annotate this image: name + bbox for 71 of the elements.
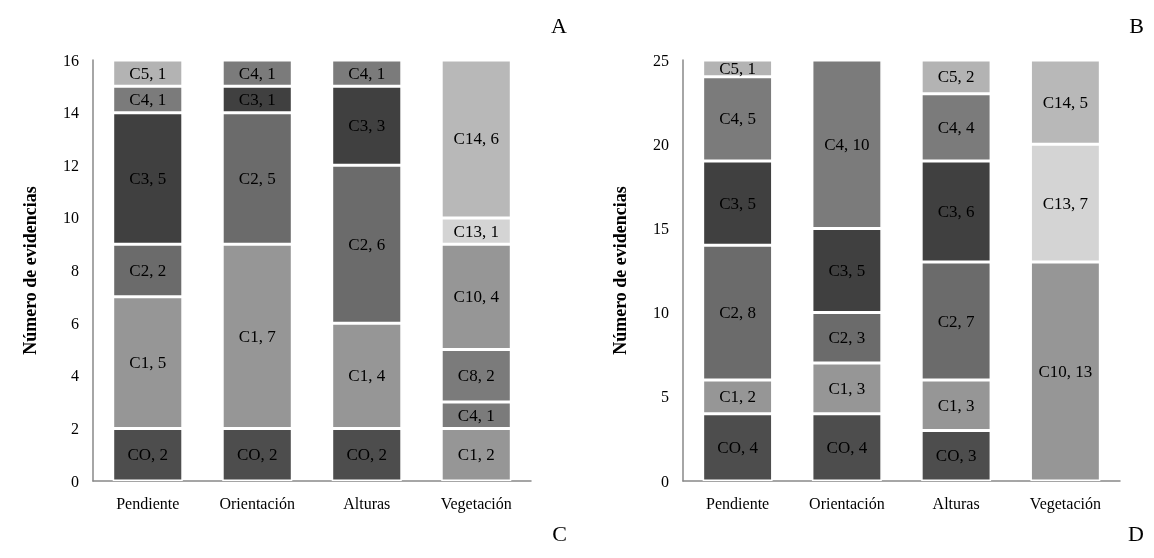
x-tick-label: Orientación [219,494,296,512]
data-label: C4, 1 [457,405,495,425]
y-tick-label: 10 [653,304,669,322]
x-tick-label: Alturas [343,494,391,512]
data-label: C1, 5 [129,353,167,373]
data-label: C4, 1 [348,63,386,83]
y-tick-label: 10 [63,209,79,227]
y-tick-label: 15 [653,219,669,237]
data-label: C3, 6 [937,202,975,222]
y-tick-label: 25 [653,51,669,69]
y-tick-label: 0 [661,472,669,490]
data-label: C1, 3 [828,378,866,398]
data-label: C14, 6 [453,129,499,149]
data-label: CO, 2 [236,445,278,465]
data-label: C2, 3 [828,328,866,348]
data-label: CO, 2 [127,445,169,465]
data-label: C3, 1 [238,89,276,109]
data-label: C4, 4 [937,117,976,137]
data-label: C4, 1 [129,89,167,109]
data-label: C5, 2 [937,67,975,87]
y-tick-label: 5 [661,388,669,406]
data-label: C13, 7 [1042,193,1089,213]
data-label: C2, 2 [129,261,167,280]
y-axis-title: Número de evidencias [610,186,630,355]
x-tick-label: Orientación [809,494,885,512]
y-tick-label: 4 [71,367,79,385]
data-label: CO, 2 [346,445,388,465]
x-tick-label: Pendiente [116,494,180,512]
data-label: C10, 4 [453,287,500,307]
text: A [551,12,568,38]
data-label: C14, 5 [1042,92,1089,112]
y-axis-title: Número de evidencias [20,186,40,355]
text: B [1129,12,1145,38]
data-label: C2, 6 [348,234,386,254]
y-tick-label: 8 [71,262,79,279]
data-label: CO, 4 [717,437,759,457]
data-label: C2, 7 [937,311,976,331]
data-label: C4, 10 [824,134,870,154]
data-label: C4, 5 [719,109,757,129]
y-tick-label: 6 [71,314,79,332]
y-tick-label: 12 [63,156,79,174]
data-label: C1, 2 [719,387,757,407]
data-label: C1, 4 [348,366,386,386]
data-label: C1, 7 [238,326,277,346]
data-label: C3, 5 [719,193,757,213]
data-label: C4, 1 [238,63,276,83]
x-tick-label: Vegetación [1029,494,1101,513]
data-label: C1, 2 [457,445,495,465]
data-label: C2, 5 [238,168,276,188]
data-label: C5, 1 [719,58,757,78]
data-label: C3, 3 [348,116,386,136]
data-label: C2, 8 [719,303,757,323]
data-label: C8, 2 [457,366,495,386]
y-tick-label: 20 [653,135,669,153]
data-label: CO, 3 [935,446,977,466]
data-label: C10, 13 [1038,362,1093,382]
y-tick-label: 14 [63,104,79,122]
y-tick-label: 2 [71,419,79,437]
data-label: C5, 1 [129,63,167,83]
data-label: C3, 5 [828,261,866,280]
y-tick-label: 0 [71,472,79,490]
data-label: C3, 5 [129,168,167,188]
text: D [1128,520,1144,546]
text: C [552,520,568,546]
x-tick-label: Pendiente [706,494,770,512]
data-label: C1, 3 [937,395,975,415]
data-label: CO, 4 [826,437,868,457]
x-tick-label: Vegetación [440,494,512,513]
y-tick-label: 16 [63,51,79,69]
data-label: C13, 1 [453,221,499,241]
x-tick-label: Alturas [932,494,980,512]
